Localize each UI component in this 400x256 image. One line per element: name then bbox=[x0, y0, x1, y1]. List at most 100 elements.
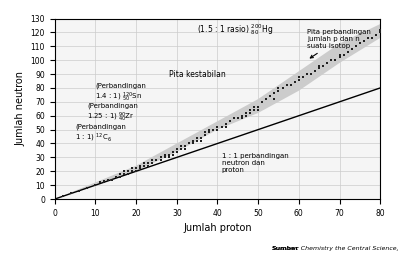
Point bbox=[112, 175, 119, 179]
Point bbox=[361, 39, 367, 43]
Point bbox=[373, 33, 379, 37]
Text: (Perbandingan
1 : 1) $^{12}$C$_6$: (Perbandingan 1 : 1) $^{12}$C$_6$ bbox=[75, 124, 126, 144]
Point bbox=[377, 30, 383, 35]
Point bbox=[162, 155, 168, 159]
Point bbox=[178, 144, 184, 148]
Point bbox=[194, 136, 200, 140]
Text: Sumber: Chemistry the Central Science, 2000: Sumber: Chemistry the Central Science, 2… bbox=[272, 246, 400, 251]
Point bbox=[112, 175, 119, 179]
Point bbox=[230, 116, 237, 121]
Point bbox=[125, 172, 131, 176]
Point bbox=[104, 178, 111, 182]
Point bbox=[194, 139, 200, 143]
Point bbox=[153, 158, 160, 162]
Point bbox=[206, 130, 212, 134]
Point bbox=[357, 41, 363, 46]
Point bbox=[92, 183, 99, 187]
Point bbox=[316, 64, 322, 68]
Text: Pita kestabilan: Pita kestabilan bbox=[169, 70, 226, 79]
X-axis label: Jumlah proton: Jumlah proton bbox=[183, 223, 252, 233]
Point bbox=[141, 161, 148, 165]
Point bbox=[284, 83, 290, 87]
Point bbox=[267, 94, 274, 98]
Point bbox=[182, 144, 188, 148]
Point bbox=[226, 119, 233, 123]
Point bbox=[247, 111, 253, 115]
Point bbox=[247, 108, 253, 112]
Point bbox=[96, 180, 103, 184]
Polygon shape bbox=[55, 24, 380, 199]
Point bbox=[239, 114, 245, 118]
Point bbox=[157, 158, 164, 162]
Point bbox=[157, 155, 164, 159]
Point bbox=[121, 172, 127, 176]
Point bbox=[348, 47, 355, 51]
Point bbox=[336, 55, 343, 59]
Point bbox=[357, 41, 363, 46]
Point bbox=[153, 158, 160, 162]
Point bbox=[108, 178, 115, 182]
Text: (Perbandingan
1.4 : 1) $^{120}_{50}$Sn: (Perbandingan 1.4 : 1) $^{120}_{50}$Sn bbox=[96, 83, 146, 104]
Point bbox=[222, 125, 229, 129]
Point bbox=[308, 72, 314, 76]
Point bbox=[174, 147, 180, 151]
Point bbox=[84, 186, 90, 190]
Point bbox=[328, 58, 334, 62]
Point bbox=[129, 169, 135, 173]
Point bbox=[117, 175, 123, 179]
Point bbox=[292, 80, 298, 84]
Point bbox=[108, 178, 115, 182]
Point bbox=[235, 116, 241, 121]
Point bbox=[198, 136, 204, 140]
Point bbox=[304, 72, 310, 76]
Point bbox=[125, 169, 131, 173]
Point bbox=[137, 166, 143, 170]
Point bbox=[288, 83, 294, 87]
Point bbox=[186, 142, 192, 146]
Point bbox=[214, 127, 221, 132]
Point bbox=[251, 108, 257, 112]
Point bbox=[133, 166, 139, 170]
Point bbox=[288, 83, 294, 87]
Point bbox=[166, 153, 172, 157]
Point bbox=[251, 105, 257, 109]
Point bbox=[141, 164, 148, 168]
Text: Pita perbandingan
jumlah p dan n
suatu isotop: Pita perbandingan jumlah p dan n suatu i… bbox=[307, 29, 371, 58]
Point bbox=[198, 139, 204, 143]
Point bbox=[214, 125, 221, 129]
Point bbox=[259, 100, 266, 104]
Point bbox=[267, 94, 274, 98]
Point bbox=[210, 127, 217, 132]
Text: 1 : 1 perbandingan
neutron dan
proton: 1 : 1 perbandingan neutron dan proton bbox=[222, 153, 288, 173]
Point bbox=[104, 178, 111, 182]
Text: (Perbandingan
1.25 : 1) $^{90}_{40}$Zr: (Perbandingan 1.25 : 1) $^{90}_{40}$Zr bbox=[87, 102, 138, 124]
Point bbox=[202, 133, 208, 137]
Point bbox=[296, 78, 302, 82]
Point bbox=[108, 178, 115, 182]
Point bbox=[206, 127, 212, 132]
Point bbox=[133, 169, 139, 173]
Point bbox=[243, 114, 249, 118]
Point bbox=[100, 180, 107, 184]
Point bbox=[174, 147, 180, 151]
Point bbox=[365, 36, 371, 40]
Point bbox=[320, 64, 326, 68]
Point bbox=[149, 158, 156, 162]
Point bbox=[68, 191, 74, 196]
Point bbox=[259, 100, 266, 104]
Point bbox=[182, 147, 188, 151]
Point bbox=[340, 52, 347, 57]
Point bbox=[222, 122, 229, 126]
Point bbox=[149, 161, 156, 165]
Point bbox=[100, 179, 107, 183]
Point bbox=[145, 164, 152, 168]
Point bbox=[141, 164, 148, 168]
Point bbox=[255, 108, 261, 112]
Point bbox=[239, 116, 245, 121]
Point bbox=[218, 125, 225, 129]
Point bbox=[210, 127, 217, 132]
Point bbox=[137, 164, 143, 168]
Point bbox=[312, 69, 318, 73]
Point bbox=[296, 75, 302, 79]
Point bbox=[170, 153, 176, 157]
